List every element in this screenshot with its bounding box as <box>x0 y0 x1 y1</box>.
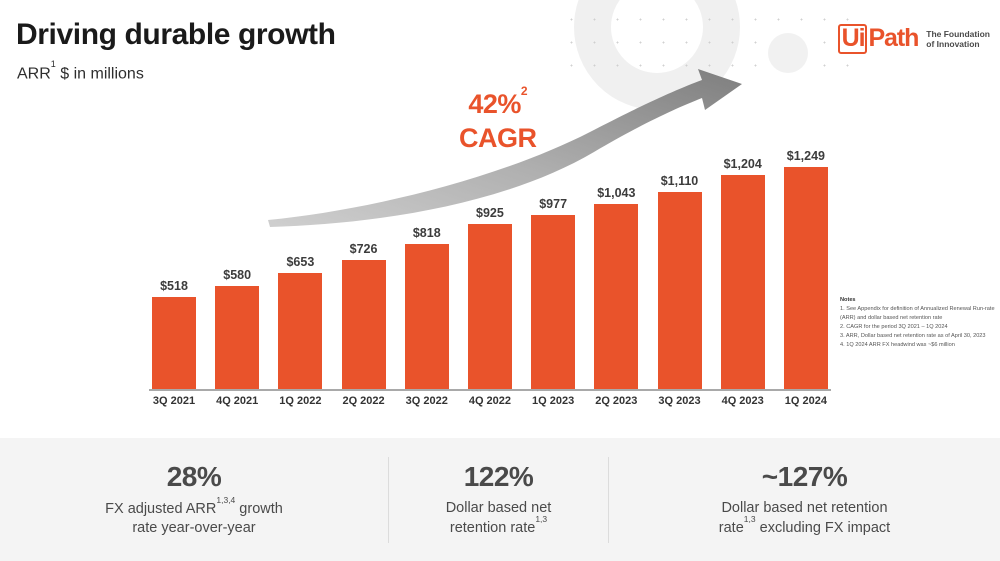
bar <box>404 243 449 389</box>
bar <box>657 191 702 389</box>
metric-fx-adjusted-arr-growth: 28% FX adjusted ARR1,3,4 growth rate yea… <box>0 457 388 543</box>
metric-desc-b: excluding FX impact <box>755 519 891 536</box>
x-axis-label: 4Q 2023 <box>721 395 764 407</box>
metric-net-retention-excluding-fx: ~127% Dollar based net retention rate1,3… <box>608 456 1000 543</box>
x-axis-label: 4Q 2022 <box>468 395 512 407</box>
subtitle-main: ARR <box>17 65 51 83</box>
subtitle-footnote: 1 <box>50 59 56 70</box>
bar <box>467 224 512 389</box>
bar <box>152 296 196 389</box>
metric-desc-a: Dollar based net retention rate <box>718 499 888 536</box>
bars-container: $518 $580 $653 $726 $818 $925 $977 $1,043 $1,110… <box>152 140 828 389</box>
bar-value-label: $1,043 <box>597 185 636 200</box>
bar-column: $580 <box>215 140 260 389</box>
uipath-wordmark: Ui Path <box>837 24 919 54</box>
x-axis-labels: 3Q 2021 4Q 2021 1Q 2022 2Q 2022 3Q 2022 4Q 20… <box>152 395 828 407</box>
page-title: Driving durable growth <box>16 18 336 51</box>
x-axis-label: 3Q 2021 <box>152 395 196 407</box>
uipath-logo-ui: Ui <box>837 24 868 54</box>
metric-value: 122% <box>463 460 534 492</box>
bar <box>594 203 639 389</box>
notes-item-3: 4. 1Q 2024 ARR FX headwind was ~$6 milli… <box>840 342 955 349</box>
metric-value: ~127% <box>761 460 848 492</box>
notes-heading: Notes <box>840 297 856 303</box>
metric-description: Dollar based net retention rate1,3 exclu… <box>719 499 890 538</box>
bar <box>278 272 323 389</box>
x-axis-label: 1Q 2024 <box>784 395 827 407</box>
metric-desc-a: FX adjusted ARR <box>105 500 217 517</box>
metric-description: FX adjusted ARR1,3,4 growth rate year-ov… <box>105 495 283 538</box>
notes-block: Notes 1. See Appendix for definition of … <box>840 296 998 350</box>
chart-axis-line <box>149 389 831 391</box>
bar-value-label: $1,204 <box>723 156 762 171</box>
bar-column: $977 <box>531 140 576 389</box>
cagr-label: CAGR <box>459 122 537 153</box>
metric-footnote: 1,3 <box>743 513 756 524</box>
bar-column: $518 <box>152 140 196 389</box>
metric-desc-a: Dollar based net retention rate <box>445 499 552 536</box>
uipath-logo: Ui Path The Foundation of Innovation <box>837 24 990 54</box>
cagr-footnote: 2 <box>520 83 528 98</box>
bar-value-label: $518 <box>160 278 188 293</box>
bar <box>341 259 386 389</box>
bar-value-label: $580 <box>223 267 252 282</box>
bar-column: $1,043 <box>594 140 639 389</box>
metric-desc-b: growth rate year-over-year <box>132 500 283 536</box>
bar-value-label: $1,110 <box>660 173 699 188</box>
uipath-logo-path: Path <box>868 24 919 52</box>
bar <box>720 174 765 389</box>
logo-tagline: The Foundation of Innovation <box>926 28 990 49</box>
bar-column: $1,110 <box>657 140 702 389</box>
metric-value: 28% <box>166 460 222 492</box>
bar-value-label: $653 <box>286 254 315 269</box>
bar <box>531 215 576 389</box>
cagr-value-line: 42%2 <box>459 84 537 122</box>
bar-value-label: $726 <box>349 241 378 256</box>
growth-arrow-icon <box>268 69 742 227</box>
key-metrics-band: 28% FX adjusted ARR1,3,4 growth rate yea… <box>0 438 1000 561</box>
bar-value-label: $925 <box>476 206 504 221</box>
bar-value-label: $1,249 <box>786 148 825 163</box>
bar-value-label: $977 <box>539 197 568 212</box>
bar-column: $726 <box>341 140 386 389</box>
bar-column: $653 <box>278 140 323 389</box>
x-axis-label: 3Q 2023 <box>658 395 701 407</box>
subtitle-tail: $ in millions <box>55 65 144 83</box>
cagr-callout: 42%2 CAGR <box>459 84 537 156</box>
notes-item-1: 2. CAGR for the period 3Q 2021 – 1Q 2024 <box>840 324 948 331</box>
bar <box>215 285 260 389</box>
x-axis-label: 1Q 2022 <box>279 395 322 407</box>
arr-bar-chart: $518 $580 $653 $726 $818 $925 $977 $1,043 $1,110… <box>149 69 831 407</box>
bar-column: $925 <box>467 140 512 389</box>
bar-column: $818 <box>404 140 449 389</box>
x-axis-label: 2Q 2022 <box>342 395 385 407</box>
bar-column: $1,249 <box>783 140 828 389</box>
cagr-value: 42% <box>468 89 521 119</box>
bar-value-label: $818 <box>412 225 441 240</box>
metric-footnote: 1,3,4 <box>216 494 236 505</box>
bar-column: $1,204 <box>720 140 765 389</box>
metric-description: Dollar based net retention rate1,3 <box>446 499 552 538</box>
x-axis-label: 4Q 2021 <box>216 395 259 407</box>
notes-item-2: 3. ARR, Dollar based net retention rate … <box>840 333 986 340</box>
page-subtitle: ARR1 $ in millions <box>17 59 144 83</box>
notes-item-0: 1. See Appendix for definition of Annual… <box>840 306 995 322</box>
bar <box>783 166 828 389</box>
x-axis-label: 1Q 2023 <box>532 395 575 407</box>
x-axis-label: 3Q 2022 <box>405 395 448 407</box>
x-axis-label: 2Q 2023 <box>595 395 638 407</box>
metric-dollar-based-net-retention: 122% Dollar based net retention rate1,3 <box>388 456 608 543</box>
metric-footnote: 1,3 <box>535 513 548 524</box>
